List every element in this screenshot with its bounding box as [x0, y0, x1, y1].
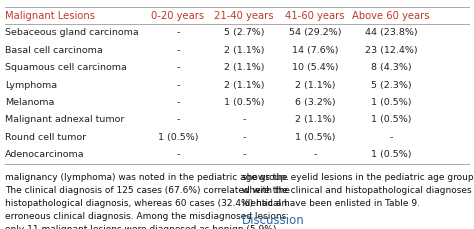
Text: 1 (0.5%): 1 (0.5%)	[371, 115, 411, 125]
Text: -: -	[176, 98, 180, 107]
Text: 8 (4.3%): 8 (4.3%)	[371, 63, 411, 72]
Text: histopathological diagnosis, whereas 60 cases (32.4%) had an: histopathological diagnosis, whereas 60 …	[5, 199, 287, 208]
Text: 44 (23.8%): 44 (23.8%)	[365, 28, 418, 38]
Text: 2 (1.1%): 2 (1.1%)	[224, 81, 264, 90]
Text: -: -	[389, 133, 393, 142]
Text: 1 (0.5%): 1 (0.5%)	[371, 150, 411, 159]
Text: -: -	[176, 28, 180, 38]
Text: -: -	[242, 115, 246, 125]
Text: only 11 malignant lesions were diagnosed as benign (5.9%),: only 11 malignant lesions were diagnosed…	[5, 225, 279, 229]
Text: -: -	[176, 81, 180, 90]
Text: 2 (1.1%): 2 (1.1%)	[224, 46, 264, 55]
Text: Melanoma: Melanoma	[5, 98, 54, 107]
Text: identical have been enlisted in Table 9.: identical have been enlisted in Table 9.	[242, 199, 420, 208]
Text: -: -	[313, 150, 317, 159]
Text: 10 (5.4%): 10 (5.4%)	[292, 63, 338, 72]
Text: Basal cell carcinoma: Basal cell carcinoma	[5, 46, 102, 55]
Text: malignancy (lymphoma) was noted in the pediatric age group.: malignancy (lymphoma) was noted in the p…	[5, 173, 289, 182]
Text: 1 (0.5%): 1 (0.5%)	[371, 98, 411, 107]
Text: erroneous clinical diagnosis. Among the misdiagnosed lesions,: erroneous clinical diagnosis. Among the …	[5, 212, 289, 221]
Text: where the clinical and histopathological diagnoses were no: where the clinical and histopathological…	[242, 186, 474, 195]
Text: 5 (2.7%): 5 (2.7%)	[224, 28, 264, 38]
Text: -: -	[176, 150, 180, 159]
Text: 5 (2.3%): 5 (2.3%)	[371, 81, 411, 90]
Text: Malignant Lesions: Malignant Lesions	[5, 11, 95, 21]
Text: Above 60 years: Above 60 years	[352, 11, 430, 21]
Text: -: -	[242, 133, 246, 142]
Text: -: -	[176, 46, 180, 55]
Text: 54 (29.2%): 54 (29.2%)	[289, 28, 341, 38]
Text: Lymphoma: Lymphoma	[5, 81, 57, 90]
Text: 23 (12.4%): 23 (12.4%)	[365, 46, 418, 55]
Text: Squamous cell carcinoma: Squamous cell carcinoma	[5, 63, 127, 72]
Text: 21-40 years: 21-40 years	[214, 11, 274, 21]
Text: 6 (3.2%): 6 (3.2%)	[295, 98, 336, 107]
Text: 2 (1.1%): 2 (1.1%)	[224, 63, 264, 72]
Text: Malignant adnexal tumor: Malignant adnexal tumor	[5, 115, 124, 125]
Text: -: -	[242, 150, 246, 159]
Text: 1 (0.5%): 1 (0.5%)	[224, 98, 264, 107]
Text: Round cell tumor: Round cell tumor	[5, 133, 86, 142]
Text: 41-60 years: 41-60 years	[285, 11, 345, 21]
Text: 2 (1.1%): 2 (1.1%)	[295, 81, 336, 90]
Text: 2 (1.1%): 2 (1.1%)	[295, 115, 336, 125]
Text: Adenocarcinoma: Adenocarcinoma	[5, 150, 84, 159]
Text: 1 (0.5%): 1 (0.5%)	[295, 133, 336, 142]
Text: -: -	[176, 115, 180, 125]
Text: Discussion: Discussion	[242, 214, 304, 227]
Text: shows the eyelid lesions in the pediatric age group. The lesion: shows the eyelid lesions in the pediatri…	[242, 173, 474, 182]
Text: -: -	[176, 63, 180, 72]
Text: 0-20 years: 0-20 years	[151, 11, 204, 21]
Text: 14 (7.6%): 14 (7.6%)	[292, 46, 338, 55]
Text: 1 (0.5%): 1 (0.5%)	[157, 133, 198, 142]
Text: Sebaceous gland carcinoma: Sebaceous gland carcinoma	[5, 28, 138, 38]
Text: The clinical diagnosis of 125 cases (67.6%) correlated with the: The clinical diagnosis of 125 cases (67.…	[5, 186, 290, 195]
